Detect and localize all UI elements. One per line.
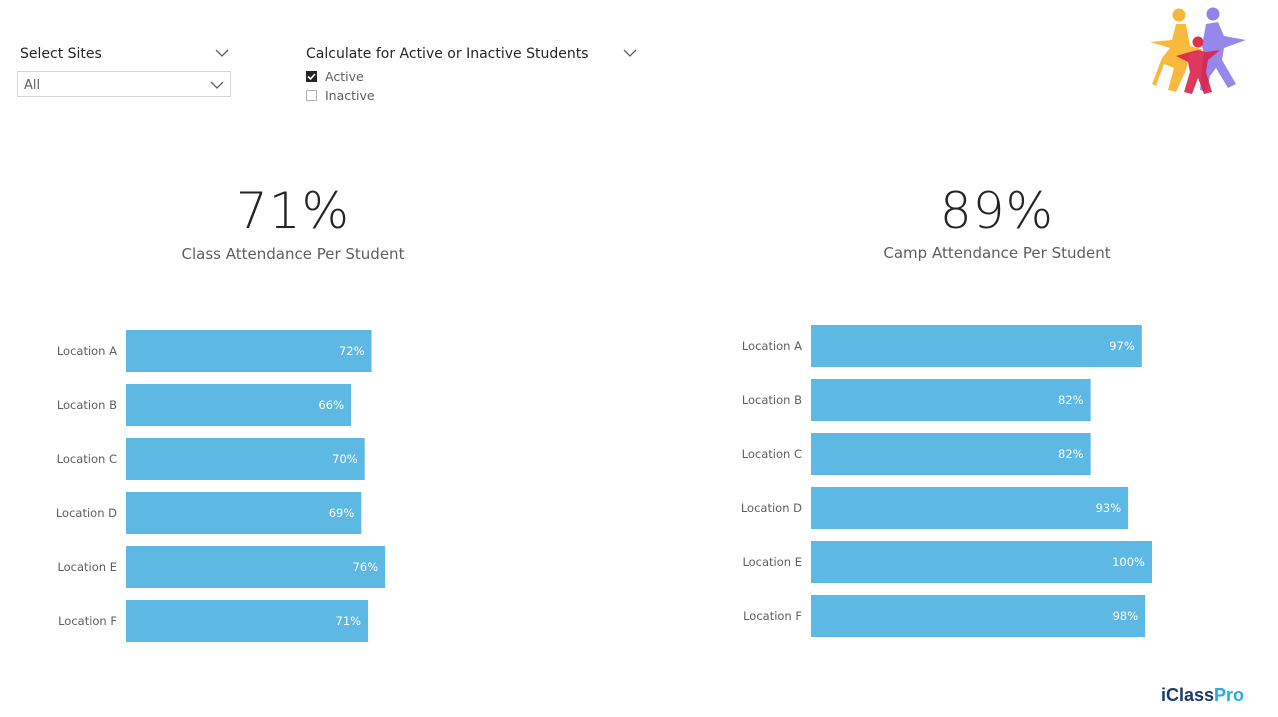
category-label: Location E bbox=[57, 560, 117, 574]
data-label: 82% bbox=[1058, 393, 1084, 407]
class-attendance-bar-chart: Location A 72% Location B 66% Location C 70% L… bbox=[56, 330, 386, 642]
bar-location-f[interactable] bbox=[126, 600, 369, 642]
bar-location-f[interactable] bbox=[811, 595, 1146, 637]
bar-location-e[interactable] bbox=[811, 541, 1152, 583]
status-slicer-collapse-chevron-icon[interactable] bbox=[623, 48, 637, 58]
camp-attendance-label: Camp Attendance Per Student bbox=[883, 244, 1111, 262]
brand-prefix: iClass bbox=[1161, 685, 1215, 705]
category-label: Location A bbox=[57, 344, 117, 358]
class-attendance-kpi: 71% bbox=[143, 182, 443, 240]
category-label: Location F bbox=[58, 614, 117, 628]
inactive-label: Inactive bbox=[325, 88, 375, 103]
class-attendance-label: Class Attendance Per Student bbox=[181, 245, 405, 263]
bar-location-e[interactable] bbox=[126, 546, 386, 588]
sites-slicer-title: Select Sites bbox=[20, 46, 102, 62]
bar-location-d[interactable] bbox=[811, 487, 1129, 529]
bar-location-b[interactable] bbox=[811, 379, 1091, 421]
category-label: Location D bbox=[56, 506, 117, 520]
data-label: 93% bbox=[1096, 501, 1122, 515]
data-label: 76% bbox=[353, 560, 379, 574]
class-attendance-value: 71% bbox=[235, 182, 351, 240]
bar-location-c[interactable] bbox=[811, 433, 1091, 475]
bar-location-b[interactable] bbox=[126, 384, 352, 426]
people-logo-icon bbox=[1150, 7, 1246, 94]
data-label: 98% bbox=[1113, 609, 1139, 623]
status-option-active[interactable]: Active bbox=[306, 69, 364, 84]
bar-location-d[interactable] bbox=[126, 492, 362, 534]
data-label: 72% bbox=[339, 344, 365, 358]
status-slicer-title: Calculate for Active or Inactive Student… bbox=[306, 46, 589, 62]
category-label: Location A bbox=[742, 339, 802, 353]
camp-attendance-kpi: 89% bbox=[847, 182, 1147, 240]
bar-location-a[interactable] bbox=[811, 325, 1142, 367]
chevron-down-icon bbox=[210, 81, 224, 89]
bar-location-a[interactable] bbox=[126, 330, 372, 372]
category-label: Location B bbox=[57, 398, 117, 412]
category-label: Location D bbox=[741, 501, 802, 515]
active-label: Active bbox=[325, 69, 364, 84]
sites-dropdown[interactable]: All bbox=[17, 71, 231, 97]
iclasspro-brand: iClassPro bbox=[1161, 685, 1244, 706]
status-option-inactive[interactable]: Inactive bbox=[306, 88, 375, 103]
data-label: 66% bbox=[318, 398, 344, 412]
sites-dropdown-value: All bbox=[24, 78, 41, 93]
data-label: 97% bbox=[1109, 339, 1135, 353]
sites-slicer-collapse-chevron-icon[interactable] bbox=[215, 48, 229, 58]
data-label: 82% bbox=[1058, 447, 1084, 461]
category-label: Location C bbox=[742, 447, 802, 461]
category-label: Location C bbox=[57, 452, 117, 466]
camp-attendance-value: 89% bbox=[939, 182, 1055, 240]
inactive-checkbox[interactable] bbox=[306, 90, 317, 101]
data-label: 100% bbox=[1112, 555, 1145, 569]
category-label: Location F bbox=[743, 609, 802, 623]
brand-suffix: Pro bbox=[1214, 685, 1245, 705]
category-label: Location B bbox=[742, 393, 802, 407]
data-label: 69% bbox=[329, 506, 355, 520]
category-label: Location E bbox=[742, 555, 802, 569]
data-label: 70% bbox=[332, 452, 358, 466]
data-label: 71% bbox=[336, 614, 362, 628]
camp-attendance-bar-chart: Location A 97% Location B 82% Location C 82% L… bbox=[741, 325, 1152, 637]
active-checkbox[interactable] bbox=[306, 71, 317, 82]
bar-location-c[interactable] bbox=[126, 438, 365, 480]
checkmark-icon bbox=[307, 73, 316, 81]
